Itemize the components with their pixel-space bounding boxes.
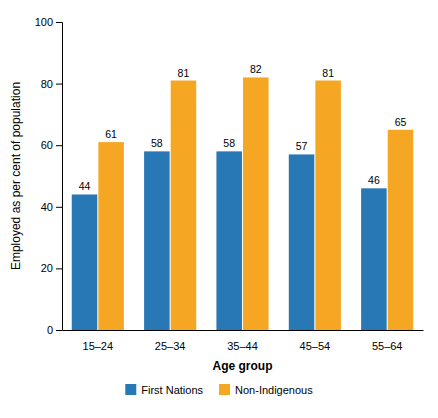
tick-mark [56,145,62,146]
bar [98,142,124,330]
tick-mark [56,22,62,23]
tick-label: 60 [41,139,53,151]
bar [315,81,341,330]
data-label: 81 [178,67,190,79]
bar [216,151,242,330]
data-label: 81 [322,67,334,79]
x-tick: 15–24 [83,340,114,352]
bar [388,130,414,330]
x-tick: 45–54 [300,340,331,352]
legend-swatch [125,384,136,395]
tick-label: 0 [47,324,53,336]
tick-label: 15–24 [83,340,114,352]
legend-item: Non-Indigenous [219,384,313,396]
bar [144,151,170,330]
tick-label: 40 [41,201,53,213]
tick-label: 35–44 [227,340,258,352]
chart-container: 0 20 40 60 80 100 15–24 25–34 35–44 45–54 55–64 44 5… [0,0,438,418]
data-label: 46 [368,174,380,186]
tick-label: 55–64 [372,340,403,352]
x-tick: 25–34 [155,340,186,352]
y-axis: 0 20 40 60 80 100 [35,16,63,336]
bar [361,188,387,330]
legend-label: First Nations [141,384,203,396]
tick-label: 100 [35,16,53,28]
y-axis-title: Employed as per cent of population [9,82,23,270]
x-axis: 15–24 25–34 35–44 45–54 55–64 [63,331,424,353]
data-label: 61 [105,128,117,140]
data-label: 57 [296,140,308,152]
y-tick: 100 [35,16,62,28]
legend-swatch [219,384,230,395]
data-label: 58 [151,137,163,149]
legend-item: First Nations [125,384,203,396]
legend: First Nations Non-Indigenous [125,384,313,396]
tick-mark [56,268,62,269]
bar [243,77,269,330]
data-label: 58 [223,137,235,149]
tick-label: 45–54 [300,340,331,352]
legend-label: Non-Indigenous [235,384,313,396]
tick-label: 80 [41,78,53,90]
plot: 0 20 40 60 80 100 15–24 25–34 35–44 45–54 55–64 44 5… [9,16,424,373]
tick-mark [56,84,62,85]
tick-label: 25–34 [155,340,186,352]
tick-mark [56,207,62,208]
y-tick: 40 [41,201,62,213]
y-tick: 80 [41,78,62,90]
bar [72,194,98,330]
data-label: 65 [395,116,407,128]
x-tick: 35–44 [227,340,258,352]
data-labels: 44 58 58 57 46 61 81 82 81 65 [79,63,407,192]
tick-mark [56,330,62,331]
x-axis-title: Age group [213,359,273,373]
y-tick: 60 [41,139,62,151]
x-tick: 55–64 [372,340,403,352]
bar [171,81,197,330]
bar-series [98,77,413,330]
bar [289,154,315,330]
y-tick: 20 [41,262,62,274]
data-label: 44 [79,180,91,192]
chart-svg: 0 20 40 60 80 100 15–24 25–34 35–44 45–54 55–64 44 5… [0,0,438,418]
bars [72,77,414,330]
data-label: 82 [250,63,262,75]
y-tick: 0 [47,324,62,336]
tick-label: 20 [41,262,53,274]
axis-domain [56,23,63,331]
axis-domain [63,330,424,331]
